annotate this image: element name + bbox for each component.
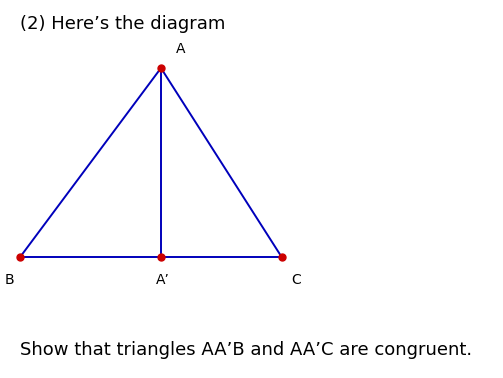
Text: C: C [292, 273, 301, 287]
Text: (2) Here’s the diagram: (2) Here’s the diagram [20, 15, 225, 33]
Text: A: A [176, 42, 186, 56]
Text: A’: A’ [156, 273, 170, 287]
Text: Show that triangles AA’B and AA’C are congruent.: Show that triangles AA’B and AA’C are co… [20, 341, 472, 359]
Text: B: B [5, 273, 15, 287]
